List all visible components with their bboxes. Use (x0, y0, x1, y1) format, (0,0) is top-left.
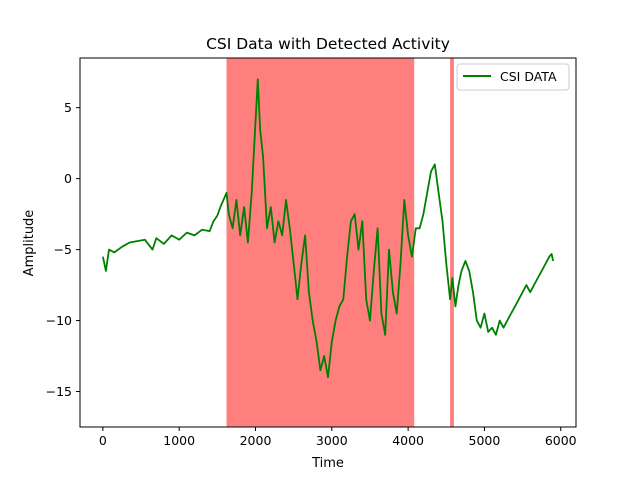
x-axis-label: Time (311, 456, 344, 471)
y-axis-label: Amplitude (22, 210, 37, 277)
y-tick-label: −5 (54, 242, 72, 257)
x-tick-label: 5000 (469, 433, 501, 448)
x-tick-label: 1000 (163, 433, 195, 448)
y-tick-label: 5 (64, 100, 72, 115)
y-tick-label: 0 (64, 171, 72, 186)
y-tick-label: −10 (46, 313, 72, 328)
series-line-1 (102, 78, 554, 379)
series-layer (102, 78, 554, 379)
activity-region-1 (226, 58, 415, 427)
x-tick-label: 2000 (240, 433, 272, 448)
y-axis-ticks: −15 −10 −5 0 5 (46, 100, 80, 399)
x-axis-ticks: 0 1000 2000 3000 4000 5000 6000 (99, 427, 577, 448)
y-tick-label: −15 (46, 384, 72, 399)
x-tick-label: 4000 (392, 433, 424, 448)
plot-frame (79, 57, 577, 428)
legend-label: CSI DATA (500, 69, 557, 84)
x-tick-label: 3000 (316, 433, 348, 448)
activity-region-2 (450, 58, 454, 427)
x-tick-label: 0 (99, 433, 107, 448)
legend-box (456, 63, 570, 91)
legend: CSI DATA (456, 63, 570, 91)
x-tick-label: 6000 (545, 433, 577, 448)
chart-title: CSI Data with Detected Activity (206, 35, 450, 53)
